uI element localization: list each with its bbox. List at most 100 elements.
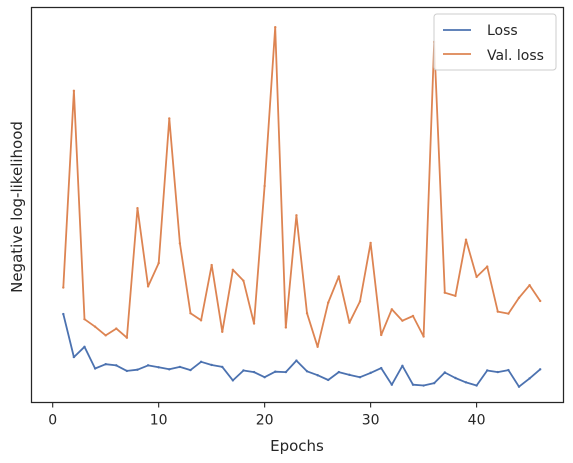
data-point-1 (231, 268, 235, 271)
data-point-0 (390, 383, 394, 386)
data-point-0 (263, 376, 266, 379)
data-point-0 (62, 312, 65, 316)
data-point-1 (454, 294, 457, 298)
data-point-0 (358, 376, 362, 379)
data-point-1 (295, 214, 298, 217)
data-point-0 (369, 371, 372, 375)
legend: Loss Val. loss (433, 13, 557, 71)
data-point-0 (295, 359, 298, 362)
data-point-1 (189, 312, 192, 315)
data-point-0 (443, 371, 447, 374)
x-tick-label: 20 (256, 413, 274, 429)
x-tick-label: 40 (468, 413, 486, 429)
data-point-1 (422, 335, 425, 338)
data-point-1 (210, 263, 213, 267)
data-point-1 (199, 319, 203, 322)
data-point-1 (263, 184, 266, 188)
data-point-0 (115, 364, 118, 367)
data-point-1 (136, 206, 139, 210)
series-lines (62, 26, 541, 388)
data-point-1 (125, 336, 129, 339)
data-point-1 (411, 314, 415, 318)
data-point-0 (475, 384, 478, 387)
data-point-0 (83, 345, 86, 349)
data-point-0 (348, 373, 351, 377)
data-point-0 (146, 364, 150, 367)
legend-label-val-loss: Val. loss (487, 48, 544, 64)
data-point-1 (115, 327, 118, 330)
data-point-1 (464, 238, 468, 241)
data-point-0 (327, 378, 330, 382)
data-point-0 (538, 368, 542, 371)
data-point-0 (93, 367, 97, 370)
data-point-1 (528, 283, 531, 287)
x-tick-label: 0 (48, 413, 57, 429)
data-point-1 (475, 275, 478, 279)
legend-box (433, 13, 557, 71)
data-point-1 (327, 301, 330, 304)
data-point-0 (316, 374, 319, 377)
series-line-0 (62, 313, 541, 388)
data-point-1 (485, 265, 489, 268)
data-point-0 (104, 362, 107, 366)
data-point-0 (284, 370, 288, 374)
data-point-0 (168, 368, 171, 371)
data-point-1 (316, 345, 319, 349)
data-point-0 (221, 365, 224, 369)
data-point-0 (337, 370, 341, 374)
data-point-0 (496, 370, 499, 374)
data-point-0 (464, 381, 468, 384)
data-point-1 (517, 296, 521, 300)
legend-label-loss: Loss (487, 23, 518, 39)
data-point-1 (348, 321, 351, 324)
data-point-1 (221, 330, 224, 333)
data-point-0 (517, 385, 521, 388)
data-point-1 (390, 308, 394, 311)
x-tick-label: 30 (362, 413, 380, 429)
data-point-1 (242, 279, 245, 283)
data-point-0 (422, 384, 425, 387)
series-points (62, 26, 542, 388)
data-point-0 (454, 376, 457, 380)
data-point-0 (136, 368, 139, 371)
data-point-1 (443, 291, 447, 294)
data-point-1 (83, 317, 86, 321)
data-point-0 (507, 368, 510, 372)
data-point-1 (369, 241, 372, 245)
data-point-1 (337, 275, 341, 278)
data-point-0 (125, 369, 129, 373)
data-point-1 (284, 326, 288, 329)
data-point-0 (189, 368, 192, 372)
data-point-1 (93, 325, 97, 328)
data-point-1 (62, 286, 65, 289)
data-point-1 (538, 299, 542, 303)
data-point-0 (199, 360, 203, 364)
data-point-1 (274, 26, 277, 29)
data-point-0 (210, 363, 213, 367)
data-point-1 (178, 242, 182, 245)
data-point-0 (485, 369, 489, 372)
y-axis-label: Negative log-likelihood (8, 121, 26, 293)
x-tick-label: 10 (150, 413, 168, 429)
data-point-0 (242, 369, 245, 372)
data-point-0 (231, 379, 235, 382)
data-point-1 (104, 334, 107, 337)
data-point-0 (380, 366, 383, 370)
data-point-1 (507, 312, 510, 315)
data-point-0 (72, 355, 76, 359)
x-axis-label: Epochs (270, 437, 324, 455)
series-line-1 (62, 26, 541, 348)
data-point-1 (358, 300, 362, 303)
data-point-0 (433, 381, 436, 385)
data-point-1 (146, 285, 150, 288)
data-point-0 (157, 366, 160, 369)
data-point-1 (168, 117, 171, 120)
data-point-0 (411, 383, 415, 386)
data-point-0 (528, 377, 531, 380)
data-point-1 (157, 261, 160, 265)
data-point-1 (252, 322, 256, 325)
data-point-0 (274, 370, 277, 373)
data-point-0 (178, 365, 182, 369)
data-point-1 (72, 89, 76, 93)
